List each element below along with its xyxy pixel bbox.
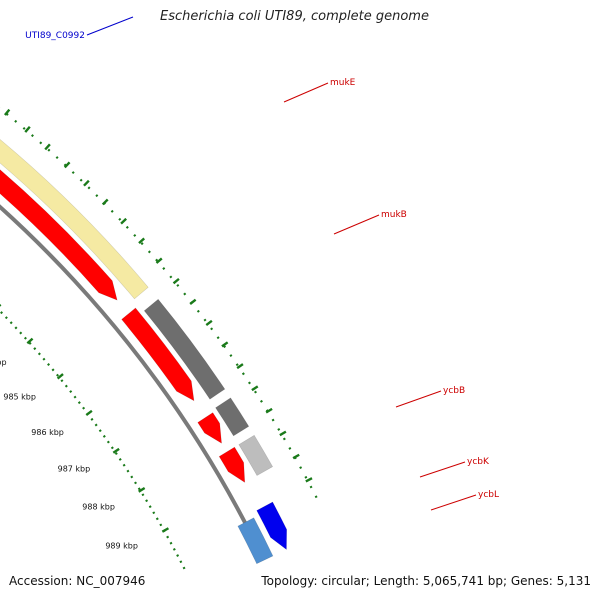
ruler-tick-label: 984 kbp	[0, 358, 7, 367]
outer-ruler-tick	[155, 257, 163, 264]
ruler-tick	[138, 486, 146, 493]
ruler-tick	[85, 409, 93, 417]
gene-arrow	[0, 169, 118, 301]
outer-ruler-tick	[279, 430, 287, 437]
outer-ruler-tick	[101, 198, 109, 206]
ruler-tick-label: 987 kbp	[58, 465, 91, 474]
gene-arrow-blue	[256, 501, 287, 551]
ruler-tick	[56, 373, 64, 380]
outer-ruler-tick	[83, 179, 90, 187]
gene-leader-line	[333, 214, 380, 235]
outer-ruler-tick	[265, 407, 273, 414]
outer-ruler-tick	[251, 385, 259, 392]
gray-feature	[215, 397, 250, 437]
gene-label-mukb[interactable]: mukB	[381, 210, 407, 220]
ruler-tick	[112, 447, 120, 454]
ruler-tick-label: 989 kbp	[105, 541, 138, 550]
ruler-tick-label: 985 kbp	[3, 392, 36, 401]
outer-ruler-tick	[120, 217, 127, 225]
outer-ruler-tick	[305, 477, 313, 483]
gene-leader-line	[395, 390, 442, 408]
light-gray-feature	[238, 434, 274, 476]
outer-ruler-tick	[221, 341, 229, 348]
outer-ruler-tick	[3, 108, 11, 116]
gene-label-ycbk[interactable]: ycbK	[467, 457, 490, 467]
accession-text: Accession: NC_007946	[9, 574, 146, 588]
outer-ruler-tick	[236, 363, 244, 370]
outer-ruler-tick	[63, 161, 71, 169]
gene-label-uti89_c0992[interactable]: UTI89_C0992	[25, 31, 85, 41]
genome-summary-text: Topology: circular; Length: 5,065,741 bp…	[261, 574, 591, 588]
gene-label-muke[interactable]: mukE	[330, 78, 356, 88]
outer-ruler-tick	[138, 237, 145, 244]
ruler-tick	[0, 303, 2, 307]
outer-ruler-tick	[24, 125, 31, 133]
outer-ruler-tick	[172, 277, 180, 285]
ruler-tick	[26, 337, 34, 345]
backbone-arc	[0, 204, 255, 539]
highlight-band	[0, 139, 149, 300]
gene-arrow	[218, 446, 246, 484]
outer-ruler-tick	[189, 298, 197, 305]
gene-leader-line	[86, 16, 134, 36]
gene-features	[0, 139, 287, 565]
gene-arrow	[197, 412, 222, 444]
gene-label-ycbb[interactable]: ycbB	[443, 386, 465, 396]
ruler-tick-label: 986 kbp	[31, 428, 64, 437]
genome-title: Escherichia coli UTI89, complete genome	[160, 9, 429, 24]
kbp-ruler: 978 kbp979 kbp980 kbp981 kbp982 kbp983 k…	[0, 107, 321, 573]
outer-ruler-tick	[292, 453, 300, 460]
gene-leader-line	[419, 461, 466, 478]
gene-labels: UTI89_C0992 mukE mukB ycbB ycbK ycbL	[25, 16, 499, 511]
gene-label-ycbl[interactable]: ycbL	[478, 490, 499, 500]
outer-ruler-tick	[205, 319, 213, 326]
outer-ruler-tick	[44, 143, 51, 151]
gene-leader-line	[430, 494, 477, 511]
gene-arrow-light-blue	[237, 517, 274, 565]
ruler-tick-label: 988 kbp	[82, 502, 115, 511]
gene-leader-line	[283, 82, 329, 103]
genome-backbone	[0, 204, 255, 539]
gray-feature	[143, 298, 226, 400]
ruler-tick	[161, 527, 170, 533]
gene-arrow	[121, 307, 195, 402]
